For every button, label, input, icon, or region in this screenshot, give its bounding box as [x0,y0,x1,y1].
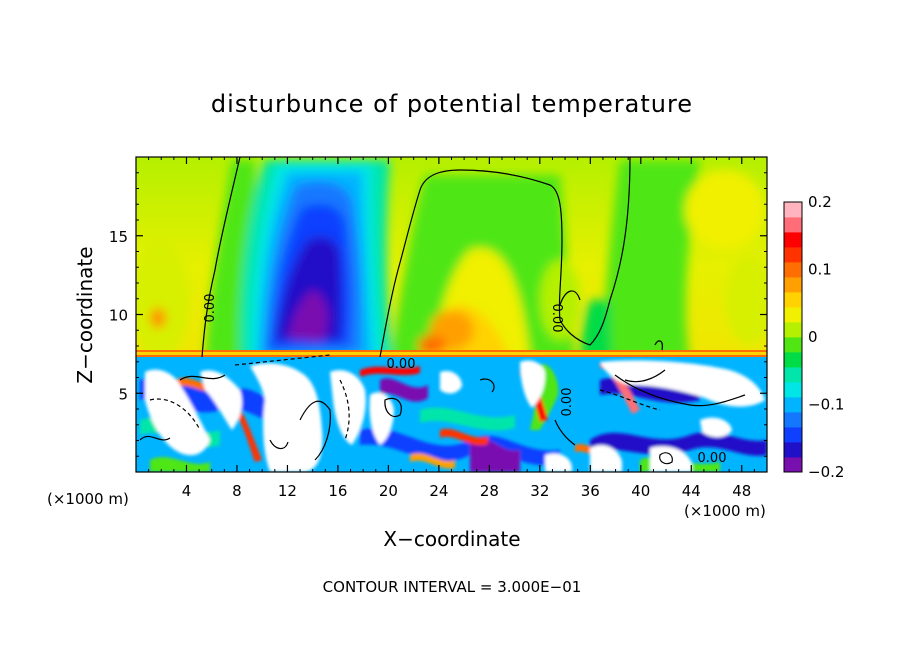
colorbar-frame [783,201,803,473]
colorbar-tick-label: 0 [808,328,818,346]
contour-label: 0.00 [549,304,564,333]
colorbar-tick-label: 0.1 [808,261,832,279]
x-tick-label: 40 [631,482,650,500]
colorbar: 0.2 0.1 0 −0.1 −0.2 [783,193,844,481]
colorbar-swatch [784,202,802,218]
colorbar-swatch [784,457,802,473]
contour-lines [139,157,746,465]
x-tick-label: 24 [429,482,448,500]
upper-field [136,157,767,357]
colorbar-swatch [784,322,802,338]
colorbar-swatch [784,292,802,308]
colorbar-tick-label: −0.2 [808,463,844,481]
colorbar-swatch [784,382,802,398]
colorbar-swatch [784,262,802,278]
x-tick-label: 20 [379,482,398,500]
x-tick-label: 8 [232,482,242,500]
lower-field [136,357,767,472]
colorbar-swatch [784,232,802,248]
contour-label: 0.00 [560,388,575,417]
plot-area: 0.00 0.00 0.00 0.00 0.00 [135,156,768,473]
x-tick-label: 32 [530,482,549,500]
contour-label: 0.00 [203,294,218,323]
colorbar-swatch [784,412,802,428]
y-tick-label: 5 [118,385,128,403]
x-tick-label: 16 [328,482,347,500]
contour-interval-note: CONTOUR INTERVAL = 3.000E−01 [323,578,582,596]
contour-label-group: 0.00 0.00 0.00 0.00 0.00 [203,294,726,466]
x-tick-label: 36 [581,482,600,500]
colorbar-swatch [784,442,802,458]
y-axis: 5 10 15 [109,172,767,457]
colorbar-swatch [784,247,802,263]
colorbar-tick-label: −0.1 [808,396,844,414]
colorbar-swatch [784,427,802,443]
colorbar-swatch [784,217,802,233]
x-axis-label: X−coordinate [383,527,520,551]
y-tick-label: 15 [109,228,128,246]
colorbar-swatch [784,337,802,353]
x-axis-unit-left: (×1000 m) [47,490,129,508]
colorbar-tick-label: 0.2 [808,193,832,211]
y-axis-label: Z−coordinate [73,246,97,383]
contour-label: 0.00 [387,357,416,372]
x-axis: 4 8 12 16 20 24 28 32 36 40 44 48 [148,157,755,500]
chart-title: disturbunce of potential temperature [211,90,693,118]
x-tick-label: 44 [682,482,701,500]
colorbar-swatch [784,397,802,413]
contour-label: 0.00 [698,451,727,466]
x-tick-label: 4 [182,482,192,500]
colorbar-swatch [784,277,802,293]
colorbar-swatch [784,352,802,368]
colorbar-swatch [784,307,802,323]
x-tick-label: 28 [480,482,499,500]
x-tick-label: 12 [278,482,297,500]
x-axis-unit-right: (×1000 m) [684,502,766,520]
y-tick-label: 10 [109,307,128,325]
x-tick-label: 48 [732,482,751,500]
colorbar-swatch [784,367,802,383]
